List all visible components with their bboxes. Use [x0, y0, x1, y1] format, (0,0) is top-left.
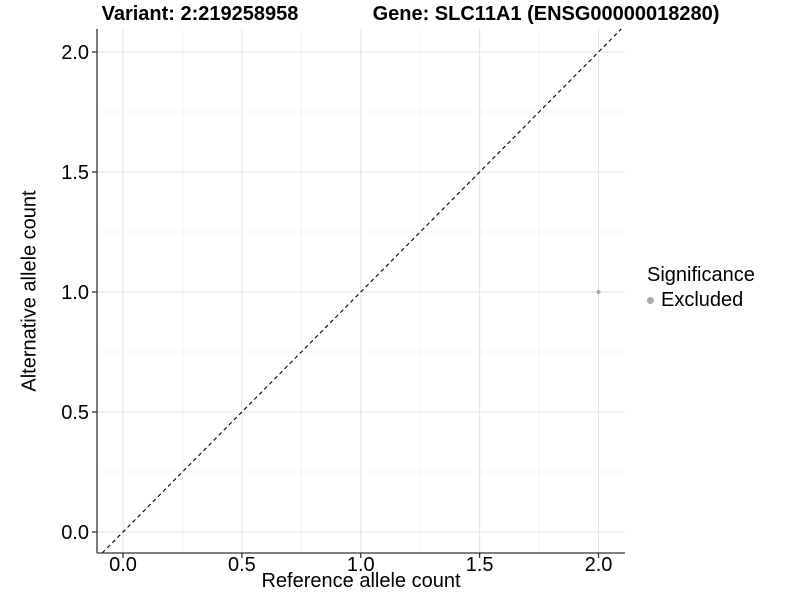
x-tick-label: 0.0: [109, 554, 137, 576]
y-tick-label: 1.5: [61, 162, 89, 184]
legend-item-excluded: Excluded: [646, 289, 755, 312]
y-tick-label: 1.0: [61, 282, 89, 304]
identity-reference-line: [101, 28, 622, 554]
x-tick-label: 0.5: [228, 554, 256, 576]
y-tick-label: 2.0: [61, 42, 89, 64]
excluded-point-icon: [647, 297, 654, 304]
x-tick-label: 1.0: [347, 554, 375, 576]
y-axis-title: Alternative allele count: [18, 190, 41, 392]
variant-title: Variant: 2:219258958: [101, 3, 299, 25]
y-tick-label: 0.0: [61, 522, 89, 544]
gene-title: Gene: SLC11A1 (ENSG00000018280): [372, 3, 720, 25]
legend: Significance Excluded: [646, 264, 755, 312]
x-tick-label: 1.5: [466, 554, 494, 576]
legend-title: Significance: [647, 264, 755, 286]
y-tick-label: 0.5: [61, 402, 89, 424]
legend-item-label: Excluded: [661, 289, 744, 311]
x-axis-title: Reference allele count: [261, 570, 461, 592]
x-tick-label: 2.0: [585, 554, 613, 576]
data-point-excluded: [596, 290, 601, 294]
